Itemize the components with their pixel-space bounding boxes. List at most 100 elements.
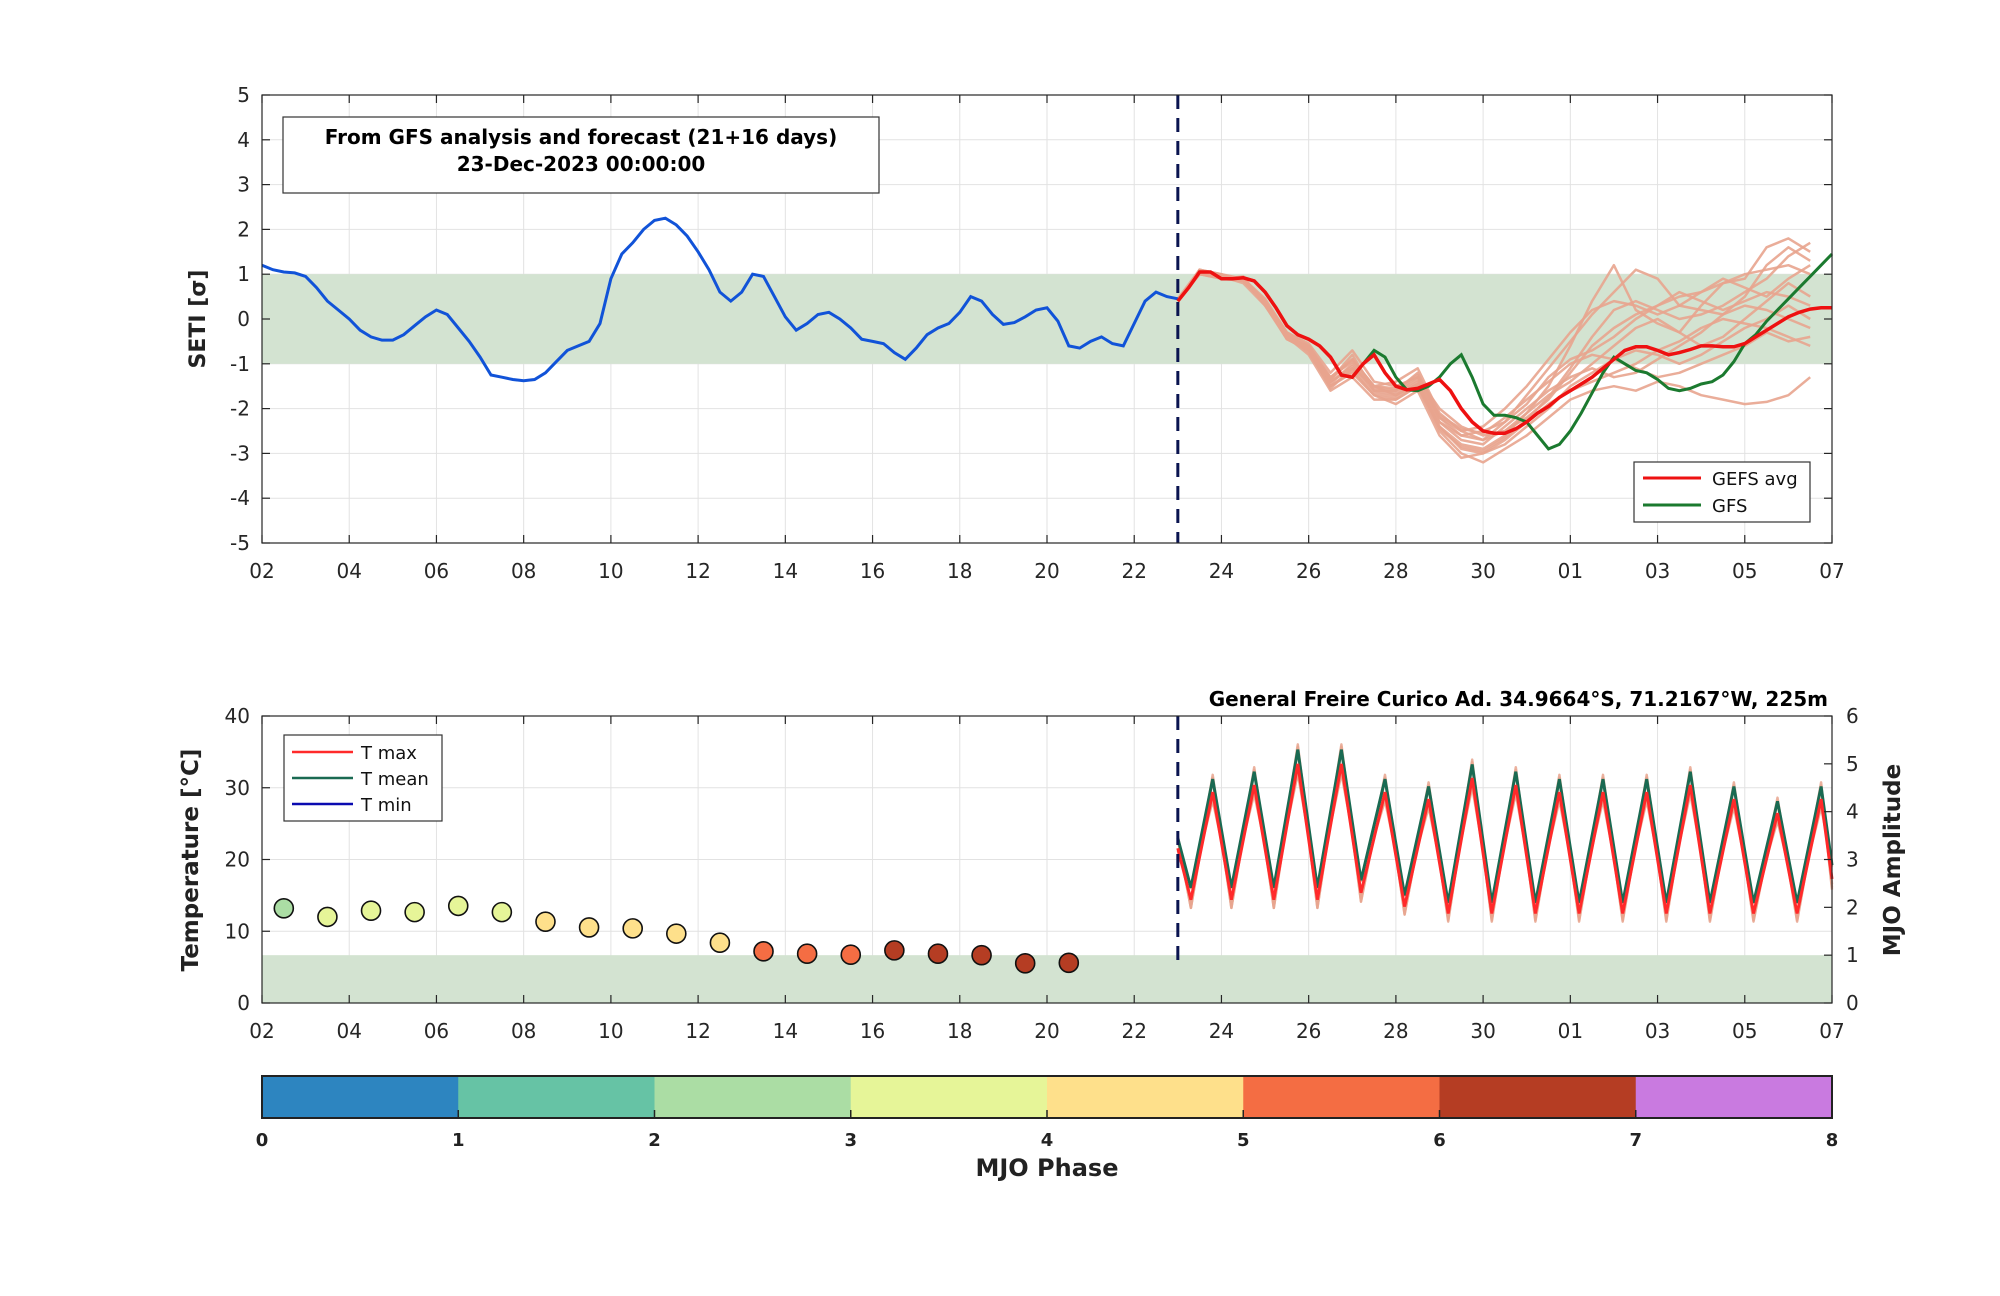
temp-x-tick-label: 08	[511, 1019, 536, 1043]
temp-legend: T max T mean T min	[283, 734, 443, 822]
temp-x-tick-label: 24	[1209, 1019, 1234, 1043]
seti-x-tick-label: 10	[598, 559, 623, 583]
temp-x-tick-label: 22	[1121, 1019, 1146, 1043]
seti-analysis-line	[261, 216, 1179, 383]
mjo-point	[360, 900, 382, 921]
legend-gefs-avg-label: GEFS avg	[1712, 469, 1798, 490]
mjo-point	[709, 932, 731, 954]
mjo-point	[884, 940, 905, 961]
colorbar-tick-label: 4	[1041, 1130, 1054, 1151]
temp-x-tick-label: 06	[424, 1019, 449, 1043]
seti-x-tick-label: 07	[1819, 559, 1844, 583]
seti-y-tick-label: 3	[237, 173, 250, 197]
mjo-point	[796, 943, 818, 965]
seti-x-tick-label: 14	[773, 559, 798, 583]
temp-x-tick-label: 28	[1383, 1019, 1408, 1043]
mjo-point	[404, 901, 425, 923]
temp-x-tick-label: 12	[685, 1019, 710, 1043]
legend-tmean-label: T mean	[360, 769, 429, 790]
seti-x-tick-label: 20	[1034, 559, 1059, 583]
seti-normal-band	[262, 274, 1832, 364]
amp-tick-label: 0	[1846, 991, 1859, 1015]
seti-x-tick-label: 26	[1296, 559, 1321, 583]
amp-tick-label: 6	[1846, 704, 1859, 728]
mjo-point	[753, 941, 774, 962]
temp-y-tick-label: 20	[225, 848, 250, 872]
temp-x-tick-label: 03	[1645, 1019, 1670, 1043]
seti-ensemble-member	[1176, 268, 1811, 435]
seti-x-tick-label: 16	[860, 559, 885, 583]
mjo-amplitude-axis-label: MJO Amplitude	[1880, 764, 1906, 956]
colorbar-tick-label: 0	[256, 1130, 269, 1151]
colorbar-tick-label: 3	[844, 1130, 857, 1151]
station-title: General Freire Curico Ad. 34.9664°S, 71.…	[1209, 687, 1828, 711]
seti-x-tick-label: 22	[1121, 559, 1146, 583]
seti-ensemble-member	[1176, 241, 1811, 453]
mjo-point	[622, 918, 643, 939]
seti-y-tick-label: -2	[230, 397, 250, 421]
mjo-amplitude-ticks: 6 5 4 3 2 1 0	[1824, 704, 1859, 1015]
seti-y-tick-label: 4	[237, 128, 250, 152]
colorbar-segments	[262, 1076, 1833, 1118]
seti-y-axis-label: SETI [σ]	[186, 270, 211, 369]
colorbar-ticks: 0 1 2 3 4 5 6 7 8	[256, 1110, 1838, 1151]
mjo-point	[273, 897, 295, 919]
seti-x-tick-label: 02	[249, 559, 274, 583]
temp-y-tick-label: 10	[225, 919, 250, 943]
colorbar-label: MJO Phase	[975, 1154, 1118, 1182]
mjo-point	[491, 901, 513, 923]
legend-tmin-label: T min	[360, 795, 412, 816]
annotation-line-2: 23-Dec-2023 00:00:00	[457, 152, 706, 176]
seti-y-tick-label: -5	[230, 531, 250, 555]
temp-x-tick-label: 14	[773, 1019, 798, 1043]
seti-x-tick-label: 08	[511, 559, 536, 583]
temp-x-tick-label: 01	[1558, 1019, 1583, 1043]
temp-x-tick-label: 04	[336, 1019, 361, 1043]
colorbar-tick-label: 7	[1629, 1130, 1642, 1151]
temp-x-tick-label: 02	[249, 1019, 274, 1043]
seti-x-tick-label: 06	[424, 559, 449, 583]
temp-y-ticks: 40 30 20 10 0	[225, 704, 270, 1015]
colorbar-tick-label: 1	[452, 1130, 465, 1151]
mjo-point	[840, 944, 862, 965]
mjo-point	[1014, 952, 1036, 974]
seti-y-tick-label: 5	[237, 83, 250, 107]
temp-x-ticks: 02 04 06 08 10 12 14 16 18 20 22 24 26 28 30 01 03 05 07	[249, 716, 1845, 1043]
temp-x-tick-label: 18	[947, 1019, 972, 1043]
seti-y-tick-label: -3	[230, 441, 250, 465]
mjo-point	[578, 917, 600, 938]
temp-y-tick-label: 40	[225, 704, 250, 728]
amp-tick-label: 4	[1846, 800, 1859, 824]
annotation-frame	[282, 116, 880, 194]
colorbar-tick-label: 6	[1433, 1130, 1446, 1151]
seti-x-tick-label: 01	[1558, 559, 1583, 583]
annotation-line-1: From GFS analysis and forecast (21+16 da…	[325, 125, 837, 149]
colorbar-segment	[850, 1076, 1048, 1118]
amp-tick-label: 1	[1846, 943, 1859, 967]
temp-x-tick-label: 26	[1296, 1019, 1321, 1043]
temp-x-tick-label: 10	[598, 1019, 623, 1043]
mjo-point	[927, 943, 949, 965]
temp-x-tick-label: 05	[1732, 1019, 1757, 1043]
colorbar-tick-label: 5	[1237, 1130, 1250, 1151]
mjo-point	[666, 923, 687, 944]
seti-y-ticks: 5 4 3 2 1 0 -1 -2 -3 -4 -5	[230, 83, 1832, 555]
mjo-point	[447, 895, 469, 917]
seti-x-tick-label: 30	[1470, 559, 1495, 583]
seti-x-tick-label: 03	[1645, 559, 1670, 583]
temp-y-tick-label: 30	[225, 776, 250, 800]
temp-x-tick-label: 20	[1034, 1019, 1059, 1043]
seti-y-tick-label: -4	[230, 486, 250, 510]
seti-y-tick-label: 1	[237, 262, 250, 286]
seti-gefs-avg-line	[1176, 270, 1832, 435]
amp-tick-label: 5	[1846, 752, 1859, 776]
mjo-phase-colorbar: 0 1 2 3 4 5 6 7 8 MJO Phase	[256, 1075, 1838, 1182]
t-max-line	[1176, 763, 1834, 914]
temp-x-tick-label: 30	[1470, 1019, 1495, 1043]
seti-annotation-box: From GFS analysis and forecast (21+16 da…	[282, 116, 880, 194]
legend-tmax-label: T max	[360, 743, 417, 764]
mjo-points	[273, 895, 1080, 974]
